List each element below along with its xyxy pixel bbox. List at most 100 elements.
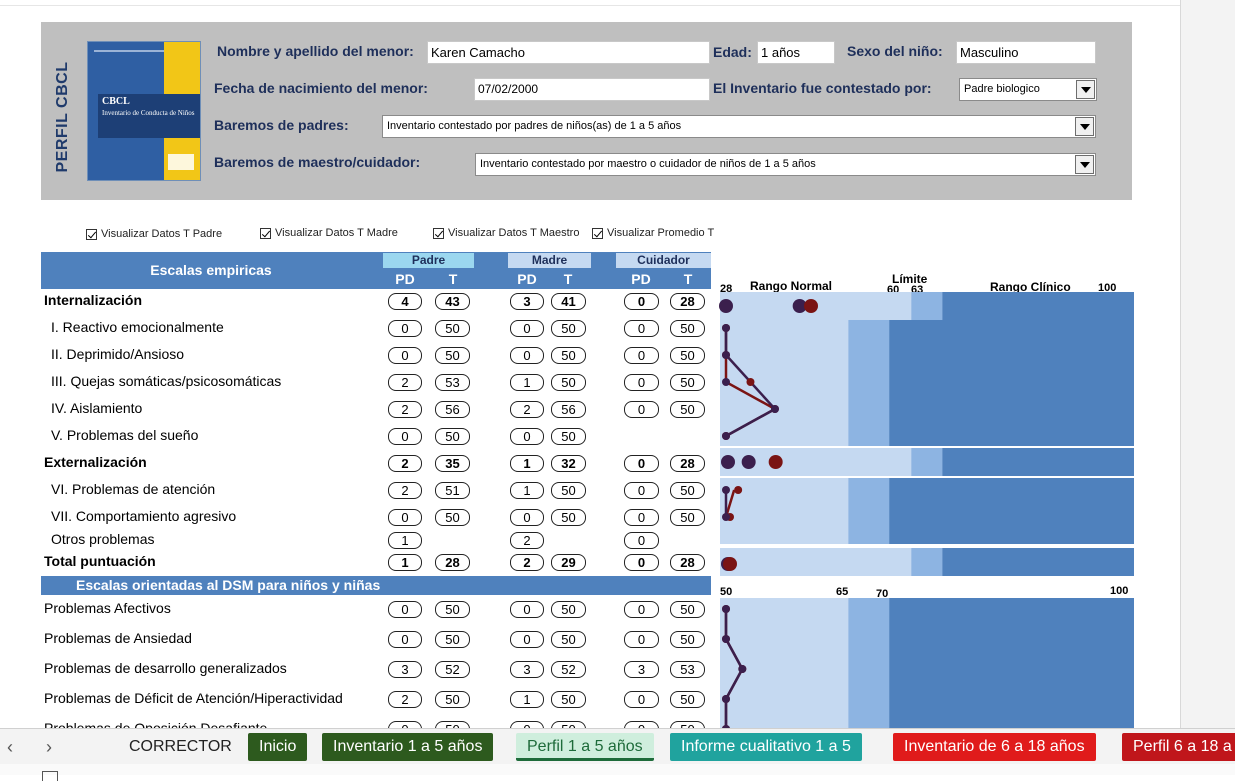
pd-score-cell[interactable]: 2 [510, 554, 544, 571]
pd-score-cell[interactable]: 0 [624, 293, 659, 310]
pd-score-cell[interactable]: 1 [388, 532, 422, 549]
pd-score-cell[interactable]: 2 [510, 532, 544, 549]
chevron-left-icon[interactable]: ‹ [7, 737, 13, 757]
checkbox-icon[interactable] [86, 228, 97, 240]
sheet-tab[interactable]: Inicio [248, 733, 308, 761]
pd-score-cell[interactable]: 2 [388, 455, 422, 472]
t-score-cell[interactable]: 50 [670, 631, 705, 648]
pd-score-cell[interactable]: 2 [388, 482, 422, 499]
pd-score-cell[interactable]: 0 [624, 374, 659, 391]
t-score-cell[interactable]: 50 [551, 631, 586, 648]
t-score-cell[interactable]: 50 [435, 601, 470, 618]
t-score-cell[interactable]: 50 [551, 347, 586, 364]
t-score-cell[interactable]: 50 [670, 320, 705, 337]
sheet-tab[interactable]: Inventario de 6 a 18 años [893, 733, 1096, 761]
pd-score-cell[interactable]: 0 [624, 532, 659, 549]
pd-score-cell[interactable]: 3 [388, 661, 422, 678]
chevron-down-icon[interactable] [1076, 80, 1095, 99]
sheet-tab[interactable]: Inventario 1 a 5 años [322, 733, 494, 761]
pd-score-cell[interactable]: 1 [510, 482, 544, 499]
pd-score-cell[interactable]: 0 [624, 554, 659, 571]
t-score-cell[interactable]: 50 [551, 320, 586, 337]
t-score-cell[interactable]: 50 [435, 631, 470, 648]
pd-score-cell[interactable]: 0 [624, 509, 659, 526]
t-score-cell[interactable]: 50 [435, 347, 470, 364]
chevron-right-icon[interactable]: › [46, 737, 52, 757]
pd-score-cell[interactable]: 0 [510, 631, 544, 648]
t-score-cell[interactable]: 52 [435, 661, 470, 678]
pd-score-cell[interactable]: 0 [510, 428, 544, 445]
sheet-tab[interactable]: Perfil 1 a 5 años [516, 733, 654, 761]
pd-score-cell[interactable]: 0 [510, 509, 544, 526]
t-score-cell[interactable]: 50 [670, 691, 705, 708]
t-score-cell[interactable]: 50 [551, 601, 586, 618]
sheet-tab[interactable]: CORRECTOR [129, 738, 232, 755]
t-score-cell[interactable]: 32 [551, 455, 586, 472]
t-score-cell[interactable]: 28 [670, 554, 705, 571]
pd-score-cell[interactable]: 0 [624, 631, 659, 648]
pd-score-cell[interactable]: 0 [624, 482, 659, 499]
pd-score-cell[interactable]: 3 [510, 661, 544, 678]
sex-field[interactable]: Masculino [956, 41, 1096, 64]
t-score-cell[interactable]: 50 [435, 428, 470, 445]
t-score-cell[interactable]: 50 [670, 347, 705, 364]
t-score-cell[interactable]: 53 [670, 661, 705, 678]
teacher-norms-select[interactable]: Inventario contestado por maestro o cuid… [475, 153, 1096, 176]
pd-score-cell[interactable]: 0 [388, 631, 422, 648]
t-score-cell[interactable]: 50 [551, 509, 586, 526]
pd-score-cell[interactable]: 2 [388, 374, 422, 391]
checkbox-maestro[interactable]: Visualizar Datos T Maestro [433, 227, 579, 239]
checkbox-padre[interactable]: Visualizar Datos T Padre [86, 228, 222, 240]
checkbox-icon[interactable] [592, 227, 603, 239]
birth-field[interactable]: 07/02/2000 [474, 78, 710, 101]
t-score-cell[interactable]: 50 [551, 691, 586, 708]
t-score-cell[interactable]: 35 [435, 455, 470, 472]
pd-score-cell[interactable]: 2 [388, 691, 422, 708]
parents-norms-select[interactable]: Inventario contestado por padres de niño… [382, 115, 1096, 138]
t-score-cell[interactable]: 43 [435, 293, 470, 310]
pd-score-cell[interactable]: 0 [624, 401, 659, 418]
t-score-cell[interactable]: 52 [551, 661, 586, 678]
pd-score-cell[interactable]: 1 [510, 455, 544, 472]
t-score-cell[interactable]: 50 [551, 374, 586, 391]
pd-score-cell[interactable]: 0 [510, 601, 544, 618]
t-score-cell[interactable]: 50 [670, 401, 705, 418]
checkbox-madre[interactable]: Visualizar Datos T Madre [260, 227, 398, 239]
pd-score-cell[interactable]: 0 [388, 428, 422, 445]
t-score-cell[interactable]: 50 [435, 509, 470, 526]
t-score-cell[interactable]: 28 [670, 293, 705, 310]
pd-score-cell[interactable]: 3 [624, 661, 659, 678]
pd-score-cell[interactable]: 0 [510, 347, 544, 364]
pd-score-cell[interactable]: 0 [624, 455, 659, 472]
t-score-cell[interactable]: 50 [551, 428, 586, 445]
t-score-cell[interactable]: 56 [551, 401, 586, 418]
pd-score-cell[interactable]: 2 [510, 401, 544, 418]
t-score-cell[interactable]: 53 [435, 374, 470, 391]
t-score-cell[interactable]: 41 [551, 293, 586, 310]
t-score-cell[interactable]: 51 [435, 482, 470, 499]
pd-score-cell[interactable]: 3 [510, 293, 544, 310]
pd-score-cell[interactable]: 0 [624, 320, 659, 337]
pd-score-cell[interactable]: 0 [510, 320, 544, 337]
age-field[interactable]: 1 años [757, 41, 835, 64]
pd-score-cell[interactable]: 1 [510, 691, 544, 708]
pd-score-cell[interactable]: 0 [388, 347, 422, 364]
answered-by-select[interactable]: Padre biologico [959, 78, 1097, 101]
t-score-cell[interactable]: 50 [670, 482, 705, 499]
chevron-down-icon[interactable] [1075, 117, 1094, 136]
t-score-cell[interactable]: 50 [551, 482, 586, 499]
t-score-cell[interactable]: 56 [435, 401, 470, 418]
checkbox-icon[interactable] [433, 227, 444, 239]
pd-score-cell[interactable]: 0 [388, 601, 422, 618]
t-score-cell[interactable]: 50 [670, 509, 705, 526]
pd-score-cell[interactable]: 1 [388, 554, 422, 571]
pd-score-cell[interactable]: 2 [388, 401, 422, 418]
pd-score-cell[interactable]: 0 [624, 347, 659, 364]
checkbox-icon[interactable] [260, 227, 271, 239]
t-score-cell[interactable]: 50 [670, 374, 705, 391]
pd-score-cell[interactable]: 4 [388, 293, 422, 310]
t-score-cell[interactable]: 28 [435, 554, 470, 571]
t-score-cell[interactable]: 28 [670, 455, 705, 472]
checkbox-promedio[interactable]: Visualizar Promedio T [592, 227, 714, 239]
pd-score-cell[interactable]: 1 [510, 374, 544, 391]
